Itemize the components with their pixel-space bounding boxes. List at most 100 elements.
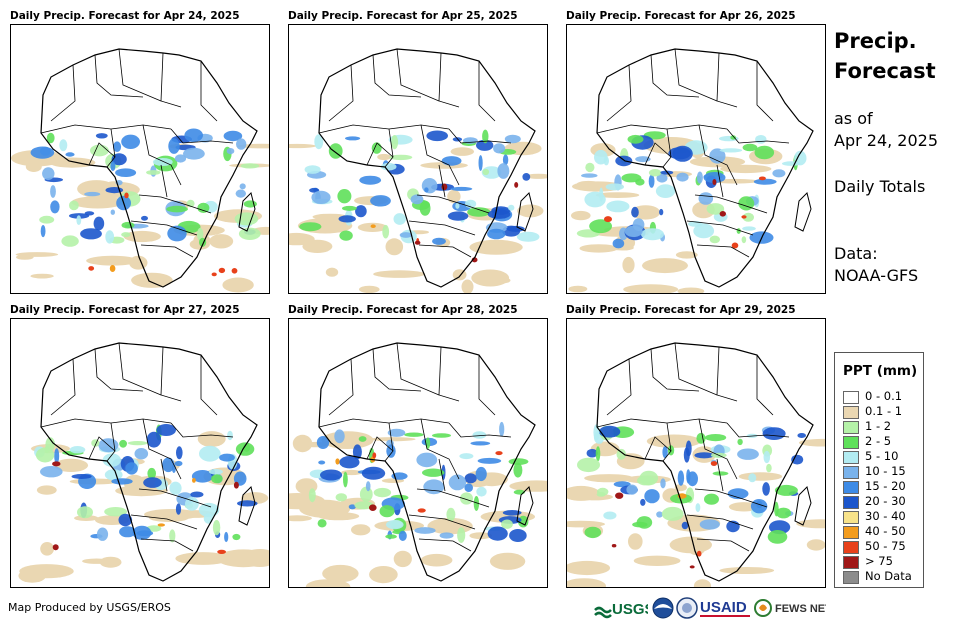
rain-area xyxy=(355,205,367,218)
legend-label: 2 - 5 xyxy=(865,434,892,448)
rain-area xyxy=(335,493,347,502)
country-border xyxy=(726,128,790,144)
data-source-text: Data: NOAA-GFS xyxy=(834,243,918,287)
country-border xyxy=(716,164,724,198)
rain-area xyxy=(84,191,101,197)
rain-area xyxy=(473,496,480,511)
rain-area xyxy=(797,433,806,438)
rain-area xyxy=(19,564,74,579)
country-border xyxy=(416,194,490,214)
country-border xyxy=(94,348,144,392)
legend-label: 1 - 2 xyxy=(865,419,892,433)
rain-area xyxy=(477,457,502,464)
rain-area xyxy=(758,176,766,181)
rain-area xyxy=(742,143,758,152)
rain-area xyxy=(754,145,775,160)
rain-area xyxy=(504,134,521,144)
legend-swatch xyxy=(843,406,859,419)
country-border xyxy=(418,538,472,552)
rain-area xyxy=(596,492,606,497)
rain-area xyxy=(604,216,612,223)
rain-area xyxy=(345,136,361,141)
rain-area xyxy=(738,472,783,481)
rain-area xyxy=(391,135,399,150)
rain-area xyxy=(377,153,391,161)
rain-area xyxy=(65,152,75,157)
rain-area xyxy=(318,512,360,521)
rain-area xyxy=(90,144,109,157)
country-border xyxy=(170,128,234,144)
rain-area xyxy=(627,134,644,144)
madagascar-outline xyxy=(238,192,256,232)
country-border xyxy=(596,418,728,428)
rain-area xyxy=(352,444,362,460)
country-border xyxy=(88,142,116,166)
africa-precip-map xyxy=(289,48,547,293)
rain-area xyxy=(305,579,351,587)
legend-title: PPT (mm) xyxy=(843,363,918,379)
country-border xyxy=(118,48,162,102)
rain-area xyxy=(35,447,55,463)
africa-coastline xyxy=(318,342,536,582)
rain-area xyxy=(584,474,634,483)
legend-swatch xyxy=(843,541,859,554)
rain-area xyxy=(424,187,429,193)
rain-area xyxy=(289,143,317,149)
rain-area xyxy=(385,534,397,539)
legend-label: No Data xyxy=(865,569,912,583)
rain-area xyxy=(234,212,259,226)
rain-area xyxy=(110,209,116,215)
rain-area xyxy=(495,451,503,456)
rain-area xyxy=(767,530,788,544)
country-border xyxy=(726,422,790,438)
rain-area xyxy=(421,178,438,194)
country-border xyxy=(716,458,724,492)
rain-area xyxy=(410,194,424,205)
rain-area xyxy=(464,473,477,484)
rain-area xyxy=(95,133,108,139)
rain-area xyxy=(134,448,149,460)
africa-coastline xyxy=(40,342,258,582)
country-border xyxy=(142,418,182,480)
rain-area xyxy=(644,489,660,504)
rain-area xyxy=(84,211,95,216)
rain-area xyxy=(478,155,483,171)
rain-area xyxy=(712,179,717,185)
country-border xyxy=(160,346,182,402)
rain-area xyxy=(96,527,109,541)
rain-area xyxy=(616,448,627,460)
rain-area xyxy=(571,210,591,221)
rain-area xyxy=(626,484,638,495)
africa-coastline xyxy=(40,48,258,288)
rain-area xyxy=(146,170,161,175)
rain-area xyxy=(502,154,509,166)
rain-area xyxy=(641,228,664,241)
country-border xyxy=(438,52,460,108)
country-border xyxy=(650,54,700,98)
panel-title: Daily Precip. Forecast for Apr 29, 2025 xyxy=(566,304,796,316)
rain-area xyxy=(235,189,246,198)
rain-area xyxy=(77,506,93,519)
precip-map xyxy=(288,318,548,588)
rain-area xyxy=(320,469,343,481)
rain-area xyxy=(115,168,137,177)
rain-area xyxy=(365,481,371,492)
rain-area xyxy=(655,184,676,199)
country-border xyxy=(448,128,512,144)
rain-area xyxy=(439,532,454,539)
country-border xyxy=(94,54,144,98)
rain-area xyxy=(243,200,257,208)
country-border xyxy=(438,346,460,402)
country-border xyxy=(396,342,440,396)
rain-area xyxy=(579,244,618,253)
rain-area xyxy=(603,156,609,166)
rain-area xyxy=(86,255,139,266)
country-border xyxy=(200,61,218,122)
legend-swatch xyxy=(843,466,859,479)
rain-area xyxy=(595,446,601,462)
rain-area xyxy=(487,526,508,541)
rain-area xyxy=(522,173,531,181)
legend-label: 50 - 75 xyxy=(865,539,906,553)
rain-area xyxy=(414,527,436,534)
legend-swatch xyxy=(843,436,859,449)
